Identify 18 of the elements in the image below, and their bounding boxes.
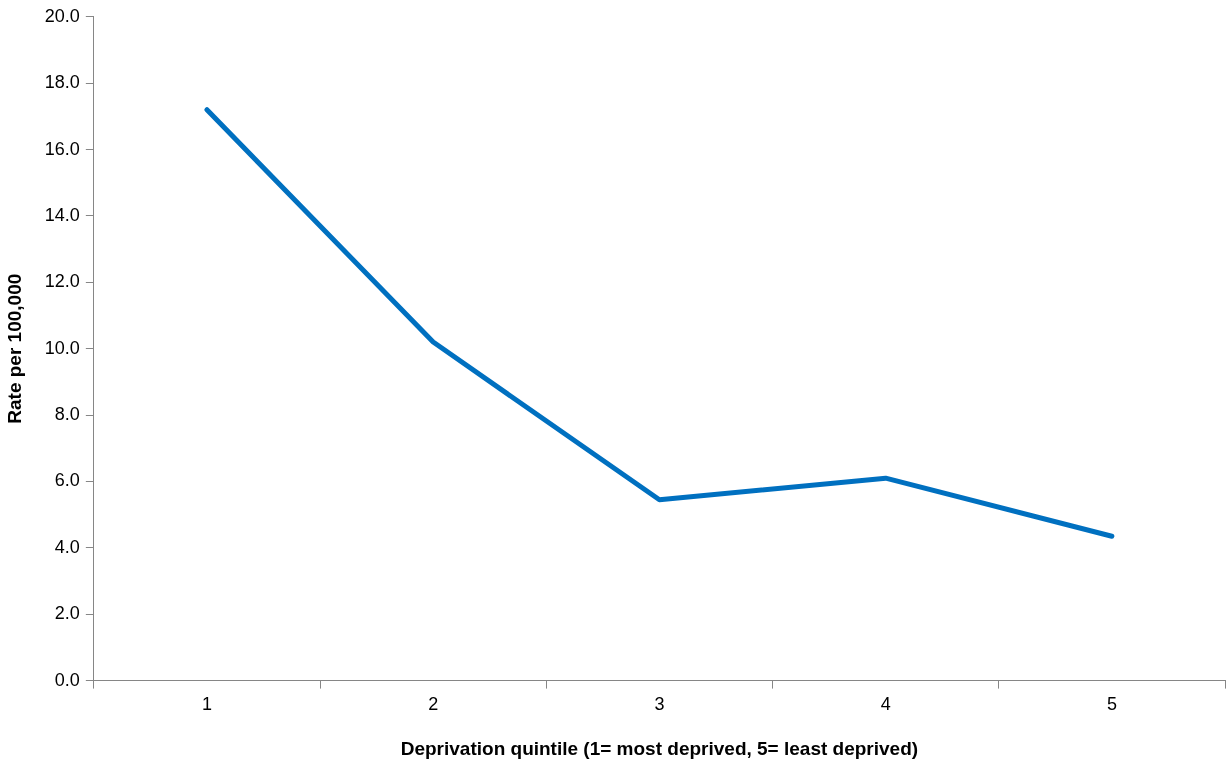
y-axis-title: Rate per 100,000 [3, 273, 25, 424]
x-tick-label: 3 [654, 694, 665, 715]
y-tick-label: 2.0 [54, 603, 80, 624]
x-tick-label: 4 [880, 694, 891, 715]
y-tick-label: 16.0 [44, 138, 80, 159]
x-axis-title: Deprivation quintile (1= most deprived, 5= least deprived) [400, 737, 919, 759]
y-tick-label: 8.0 [54, 404, 80, 425]
y-tick-label: 6.0 [54, 470, 80, 491]
x-tick-label: 2 [428, 694, 439, 715]
y-tick-label: 10.0 [44, 337, 80, 358]
y-tick-label: 4.0 [54, 536, 80, 557]
x-tick-label: 5 [1106, 694, 1117, 715]
x-tick-label: 1 [201, 694, 212, 715]
y-tick-label: 14.0 [44, 204, 80, 225]
y-tick-label: 12.0 [44, 271, 80, 292]
y-tick-label: 20.0 [44, 5, 80, 26]
y-tick-label: 18.0 [44, 72, 80, 93]
y-tick-label: 0.0 [54, 669, 80, 690]
